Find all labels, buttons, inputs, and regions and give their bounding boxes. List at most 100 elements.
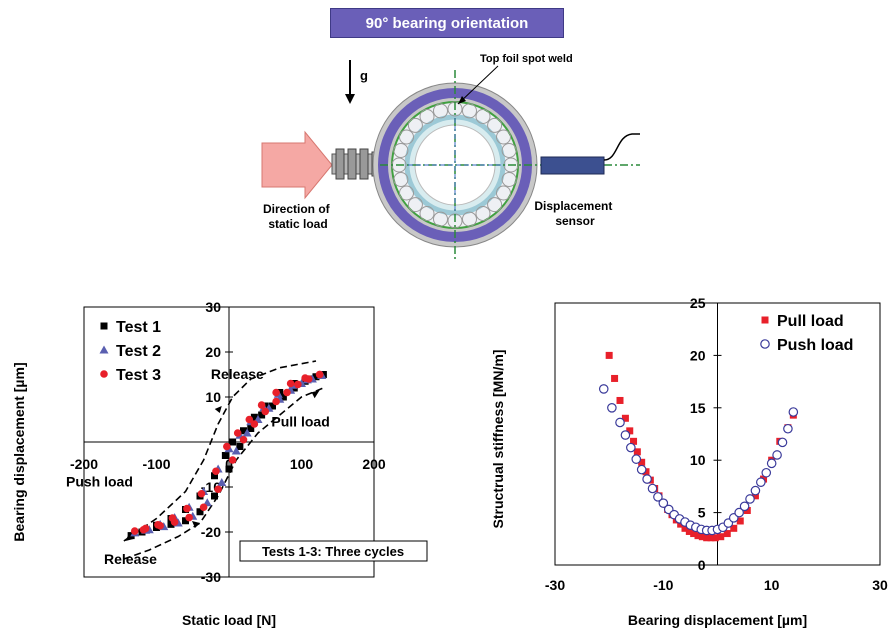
- data-point: [258, 411, 266, 419]
- x-axis-label: Static load [N]: [182, 612, 276, 628]
- data-point: [168, 514, 177, 522]
- legend-label: Test 3: [116, 367, 161, 384]
- data-point: [717, 533, 725, 541]
- x-tick-label: 0: [225, 456, 233, 472]
- data-point: [286, 385, 296, 394]
- data-point: [685, 520, 696, 530]
- data-point: [655, 492, 663, 500]
- data-point: [611, 374, 619, 382]
- data-point: [616, 396, 624, 404]
- y-tick-label: 5: [698, 505, 706, 521]
- y-axis-label: Structrual stiffness [MN/m]: [490, 350, 506, 529]
- data-point: [196, 492, 204, 500]
- data-point: [283, 388, 291, 397]
- data-point: [607, 402, 617, 413]
- data-point: [223, 442, 231, 451]
- data-point: [202, 498, 212, 507]
- release-envelope-upper: [123, 360, 317, 542]
- data-point: [677, 520, 685, 528]
- data-point: [167, 515, 175, 522]
- legend: Pull load Push load: [760, 313, 853, 354]
- legend-label: Test 1: [116, 319, 161, 336]
- data-point: [240, 427, 247, 435]
- data-point: [707, 525, 717, 536]
- data-point: [155, 519, 165, 528]
- sensor-label: Displacement sensor: [534, 199, 615, 228]
- data-point: [772, 450, 782, 460]
- data-point: [681, 524, 689, 532]
- data-point: [212, 467, 220, 476]
- data-point: [701, 525, 712, 536]
- data-point: [712, 524, 723, 535]
- data-point: [167, 520, 175, 528]
- y-tick-label: 10: [205, 389, 221, 405]
- weld-pointer: [457, 65, 499, 105]
- data-point: [750, 485, 761, 496]
- annotation-release-bottom: Release: [104, 551, 157, 567]
- pull-arrow-icon: [311, 390, 320, 399]
- y-tick-label: -20: [201, 524, 221, 540]
- data-point: [184, 502, 194, 511]
- data-point: [694, 532, 702, 540]
- data-point: [598, 384, 609, 394]
- annotation-push-load: Push load: [66, 474, 133, 490]
- data-point: [668, 511, 676, 519]
- data-point: [315, 370, 324, 379]
- data-point: [127, 532, 135, 540]
- data-point: [199, 487, 209, 495]
- data-point: [213, 464, 223, 473]
- legend-label: Pull load: [777, 313, 844, 330]
- data-point: [235, 430, 245, 439]
- data-point: [130, 528, 140, 537]
- data-point: [183, 504, 191, 513]
- data-point: [288, 380, 298, 389]
- data-point: [182, 517, 189, 525]
- data-point: [236, 443, 244, 450]
- legend-marker: [761, 316, 769, 324]
- data-point: [658, 498, 669, 508]
- data-point: [224, 444, 234, 453]
- data-point: [301, 374, 309, 382]
- data-point: [669, 509, 679, 520]
- data-point: [239, 435, 248, 444]
- data-point: [638, 458, 646, 466]
- data-point: [130, 527, 139, 535]
- data-point: [691, 522, 701, 533]
- data-point: [745, 494, 755, 504]
- data-point: [154, 521, 162, 529]
- data-point: [784, 424, 792, 432]
- data-point: [756, 477, 766, 488]
- data-point: [636, 464, 647, 475]
- annotation-pull-load: Pull load: [271, 413, 329, 429]
- data-point: [626, 442, 636, 453]
- x-tick-label: 10: [764, 577, 780, 593]
- series-pull-load: [605, 351, 797, 542]
- data-point: [297, 379, 306, 387]
- data-point: [257, 401, 266, 409]
- data-point: [698, 533, 706, 541]
- data-point: [264, 403, 274, 412]
- legend-marker: [100, 322, 108, 330]
- data-point: [302, 375, 312, 384]
- data-point: [647, 483, 658, 494]
- x-tick-label: 100: [290, 456, 314, 472]
- data-point: [272, 397, 280, 406]
- data-point: [315, 370, 324, 379]
- orientation-title: 90° bearing orientation: [330, 8, 564, 38]
- data-point: [141, 524, 150, 533]
- data-point: [253, 415, 263, 423]
- data-point: [229, 438, 237, 446]
- data-point: [783, 423, 793, 434]
- legend-label: Test 2: [116, 343, 161, 360]
- data-point: [659, 499, 667, 507]
- data-point: [261, 407, 270, 416]
- data-point: [173, 518, 183, 527]
- data-point: [272, 388, 280, 397]
- data-point: [319, 371, 327, 378]
- series-push-load: [598, 384, 799, 536]
- data-point: [734, 507, 744, 518]
- x-tick-label: 30: [872, 577, 888, 593]
- data-point: [760, 475, 768, 483]
- x-tick-label: -30: [545, 577, 565, 593]
- data-point: [777, 437, 788, 448]
